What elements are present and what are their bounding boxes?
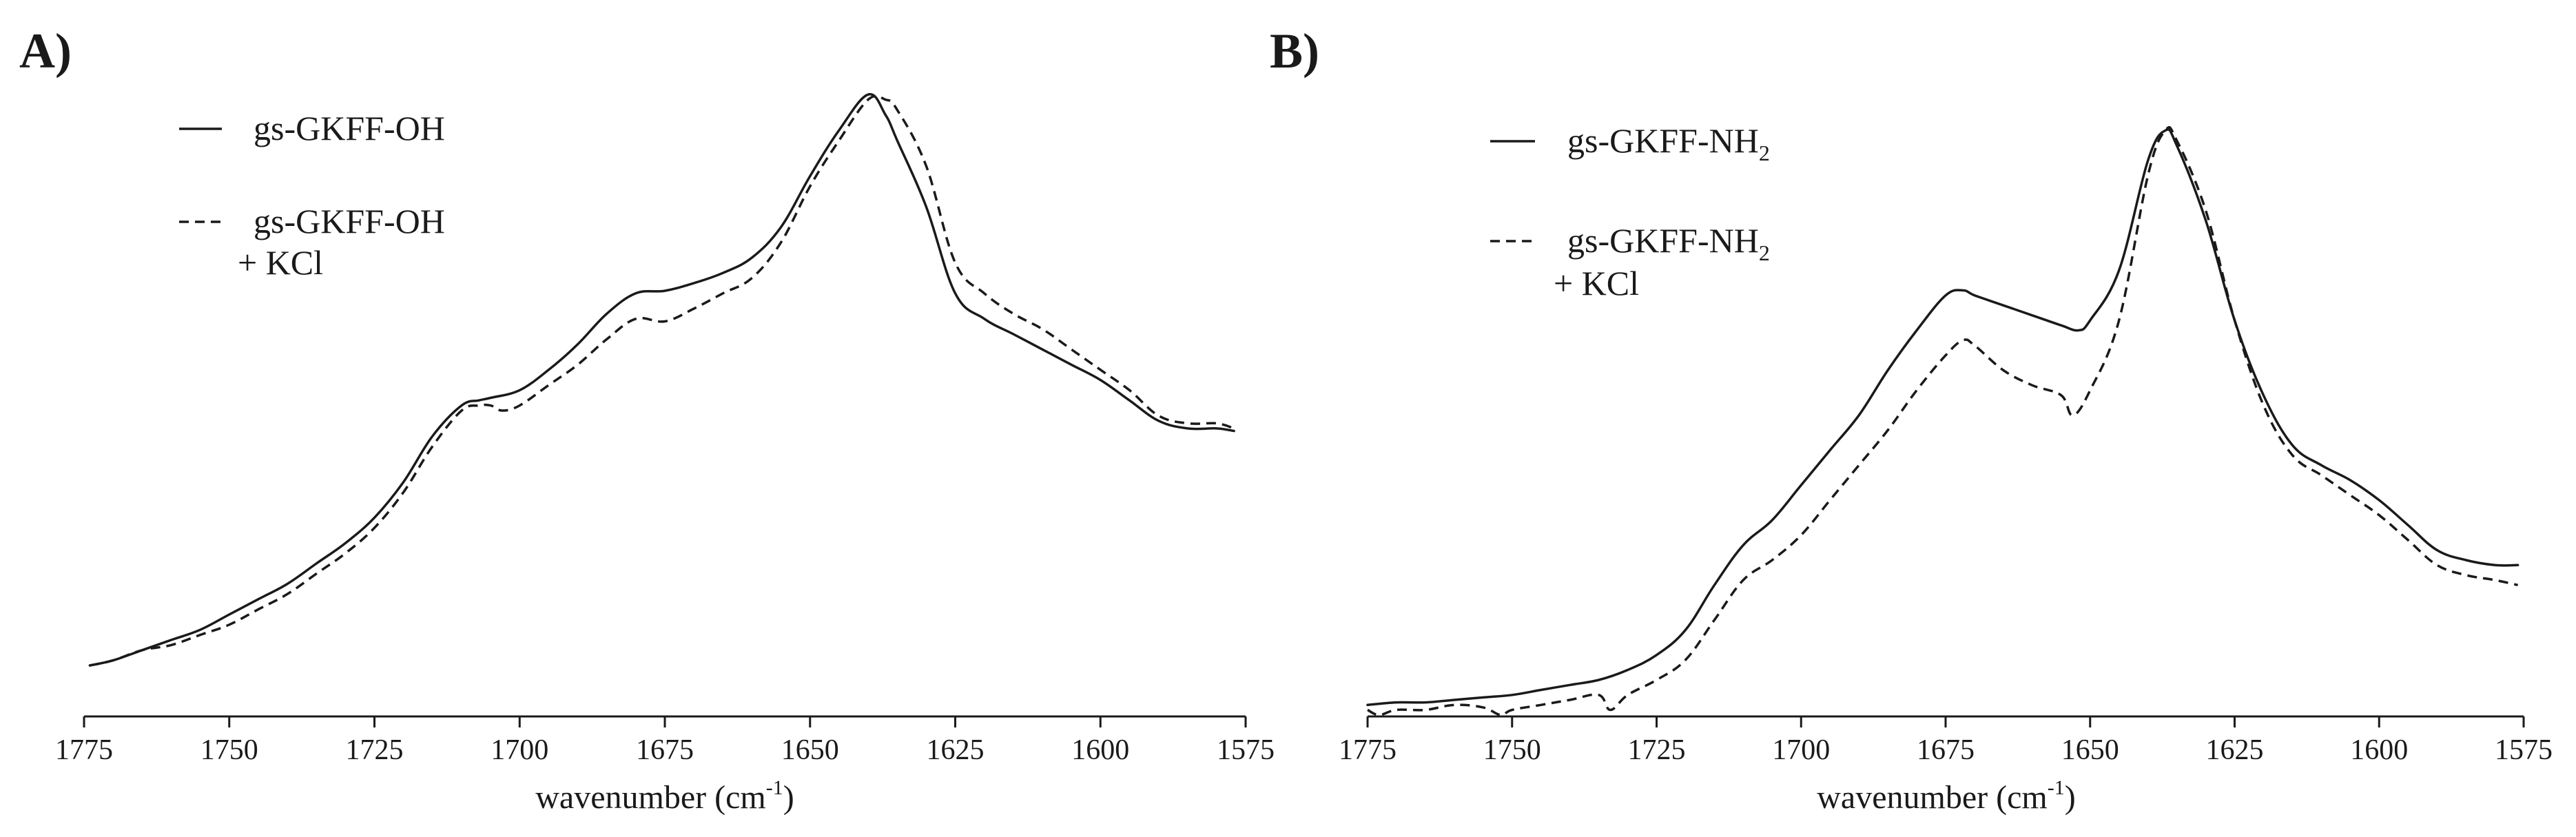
panel-b-series-kcl-line — [1367, 125, 2518, 716]
panel-b-x-tick-label: 1750 — [1483, 734, 1541, 766]
panel-b-x-tick-label: 1675 — [1917, 734, 1975, 766]
panel-b-x-axis-title: wavenumber (cm-1) — [1817, 776, 2076, 816]
panel-a-x-ticks: 1775 1750 1725 1700 1675 1650 1625 1600 1575 — [55, 716, 1275, 766]
panel-b-x-tick-label: 1650 — [2061, 734, 2119, 766]
panel-b-x-tick-label: 1575 — [2495, 734, 2553, 766]
panel-a-label: A) — [19, 23, 72, 79]
panel-a-legend-dashed-label-line2: + KCl — [238, 243, 323, 282]
panel-a-x-tick-label: 1575 — [1217, 734, 1275, 766]
panel-b-curves — [1366, 125, 2520, 716]
panel-a-legend-dashed-label-line1: gs-GKFF-OH — [254, 202, 445, 240]
panel-b-label: B) — [1270, 23, 1319, 79]
panel-a-x-tick-label: 1625 — [927, 734, 985, 766]
panel-a-x-tick-label: 1775 — [55, 734, 113, 766]
panel-b-legend-solid-label: gs-GKFF-NH2 — [1567, 121, 1770, 165]
panel-b-x-tick-label: 1775 — [1339, 734, 1397, 766]
panel-b-x-tick-label: 1625 — [2206, 734, 2264, 766]
panel-b-chart: B) 1775 1750 1725 1700 1675 1650 1625 1600 1575 … — [1270, 23, 2553, 816]
panel-b-legend-dashed-label-line2: + KCl — [1554, 264, 1639, 302]
panel-a-x-tick-label: 1650 — [781, 734, 839, 766]
panel-a-series-kcl-line — [90, 94, 1235, 667]
panel-a-x-tick-label: 1600 — [1071, 734, 1129, 766]
panel-a-curves — [88, 93, 1235, 667]
panel-b-x-tick-label: 1700 — [1772, 734, 1830, 766]
panel-a-x-tick-label: 1725 — [346, 734, 404, 766]
panel-b-x-tick-label: 1725 — [1628, 734, 1686, 766]
panel-a-x-axis-title: wavenumber (cm-1) — [535, 776, 794, 816]
panel-a-x-tick-label: 1700 — [491, 734, 548, 766]
panel-b-x-ticks: 1775 1750 1725 1700 1675 1650 1625 1600 1575 — [1339, 716, 2553, 766]
panel-b-legend-dashed-label-line1: gs-GKFF-NH2 — [1567, 221, 1770, 265]
panel-a-series-line — [88, 93, 1235, 667]
panel-a-x-tick-label: 1750 — [200, 734, 258, 766]
panel-a-x-tick-label: 1675 — [636, 734, 694, 766]
panel-b-series-line — [1366, 128, 2520, 707]
panel-b-x-tick-label: 1600 — [2350, 734, 2408, 766]
panel-a-chart: A) 1775 1750 1725 1700 1675 1650 1625 1600 1575 … — [19, 23, 1275, 816]
panel-a-legend-solid-label: gs-GKFF-OH — [254, 109, 445, 147]
